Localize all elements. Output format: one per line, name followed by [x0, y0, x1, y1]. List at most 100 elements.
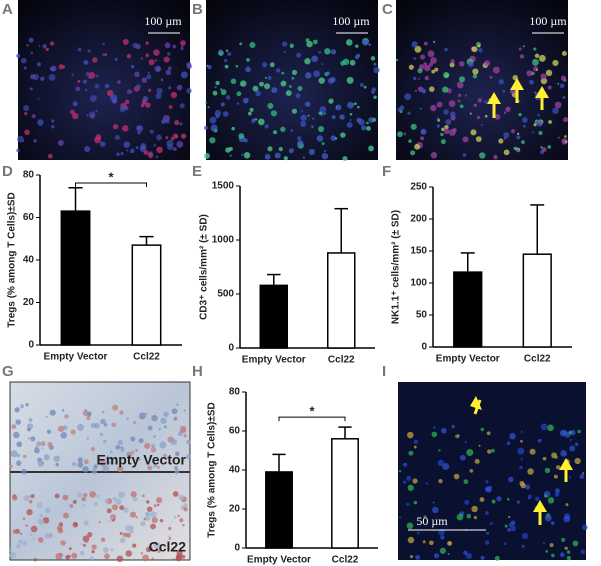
cell	[326, 71, 331, 76]
cell	[526, 70, 533, 77]
cell	[114, 57, 118, 61]
cell	[30, 51, 34, 55]
cell	[423, 515, 427, 519]
cell	[9, 464, 13, 468]
cell	[163, 411, 169, 417]
cell	[442, 462, 450, 470]
cell	[431, 431, 438, 438]
cell	[440, 139, 446, 145]
cell	[361, 125, 367, 131]
cell	[14, 407, 20, 413]
cell	[480, 123, 483, 126]
cells	[8, 37, 588, 563]
cell	[323, 112, 327, 115]
cell	[515, 149, 520, 153]
cell	[321, 142, 325, 145]
cell	[88, 72, 96, 79]
cell	[150, 523, 156, 530]
cell	[264, 83, 271, 90]
cell	[330, 135, 337, 141]
cell	[89, 491, 97, 498]
cell	[310, 125, 314, 129]
cell	[91, 468, 98, 475]
cell	[451, 424, 455, 429]
cell	[37, 537, 44, 543]
cell	[525, 484, 531, 490]
cell	[71, 73, 74, 76]
cell	[414, 89, 418, 93]
cell	[174, 416, 178, 421]
cell	[145, 412, 148, 415]
cell	[222, 111, 229, 117]
cell	[44, 507, 51, 514]
cell	[157, 503, 160, 507]
cell	[154, 65, 162, 73]
cell	[41, 447, 44, 450]
cell	[534, 53, 540, 58]
cell	[560, 75, 567, 81]
cell	[555, 488, 560, 494]
cell	[138, 412, 146, 420]
cell	[366, 126, 371, 131]
cell	[349, 59, 356, 66]
cell	[288, 85, 292, 88]
cell	[547, 85, 552, 90]
cell	[126, 89, 132, 95]
cell	[77, 47, 82, 52]
cell	[280, 80, 287, 87]
bar	[327, 252, 356, 349]
cell	[520, 430, 523, 433]
cell	[40, 76, 45, 81]
cell	[527, 468, 534, 475]
cell	[153, 49, 160, 56]
cell	[129, 525, 134, 530]
cell	[186, 439, 191, 445]
cell	[368, 145, 374, 152]
cell	[20, 57, 27, 64]
cell	[278, 146, 283, 152]
cell	[544, 467, 551, 474]
y-tick-label: 40	[23, 255, 35, 266]
cell	[149, 511, 157, 519]
cell	[561, 537, 566, 542]
cell	[210, 124, 218, 132]
cell	[371, 117, 377, 122]
cell	[146, 500, 150, 504]
cell	[72, 462, 77, 467]
cell	[563, 515, 571, 523]
cell	[440, 427, 447, 434]
cell	[470, 129, 477, 136]
cell	[239, 42, 243, 46]
cell	[422, 540, 426, 544]
image-label: Ccl22	[149, 539, 187, 555]
cell	[423, 41, 428, 46]
cell	[29, 533, 33, 537]
cell	[17, 135, 24, 143]
cell	[318, 111, 322, 115]
cell	[291, 69, 298, 76]
cell	[147, 88, 152, 92]
cell	[207, 106, 210, 109]
cell	[22, 540, 28, 546]
cell	[11, 424, 17, 430]
cell	[33, 139, 37, 143]
cell	[518, 113, 522, 117]
cell	[132, 543, 137, 548]
cell	[104, 553, 110, 560]
y-tick-label: 20	[23, 297, 35, 308]
cell	[342, 58, 350, 66]
panel-label: C	[382, 1, 393, 18]
cell	[103, 547, 109, 553]
cell	[21, 468, 27, 475]
scale-label: 50 µm	[416, 514, 448, 528]
cell	[564, 135, 567, 138]
cell	[125, 550, 132, 557]
cell	[236, 102, 240, 105]
cell	[556, 465, 561, 470]
cell	[420, 54, 426, 60]
cell	[225, 95, 231, 100]
cell	[413, 500, 418, 505]
cell	[503, 149, 510, 156]
cell	[16, 544, 22, 549]
cell	[47, 153, 53, 159]
